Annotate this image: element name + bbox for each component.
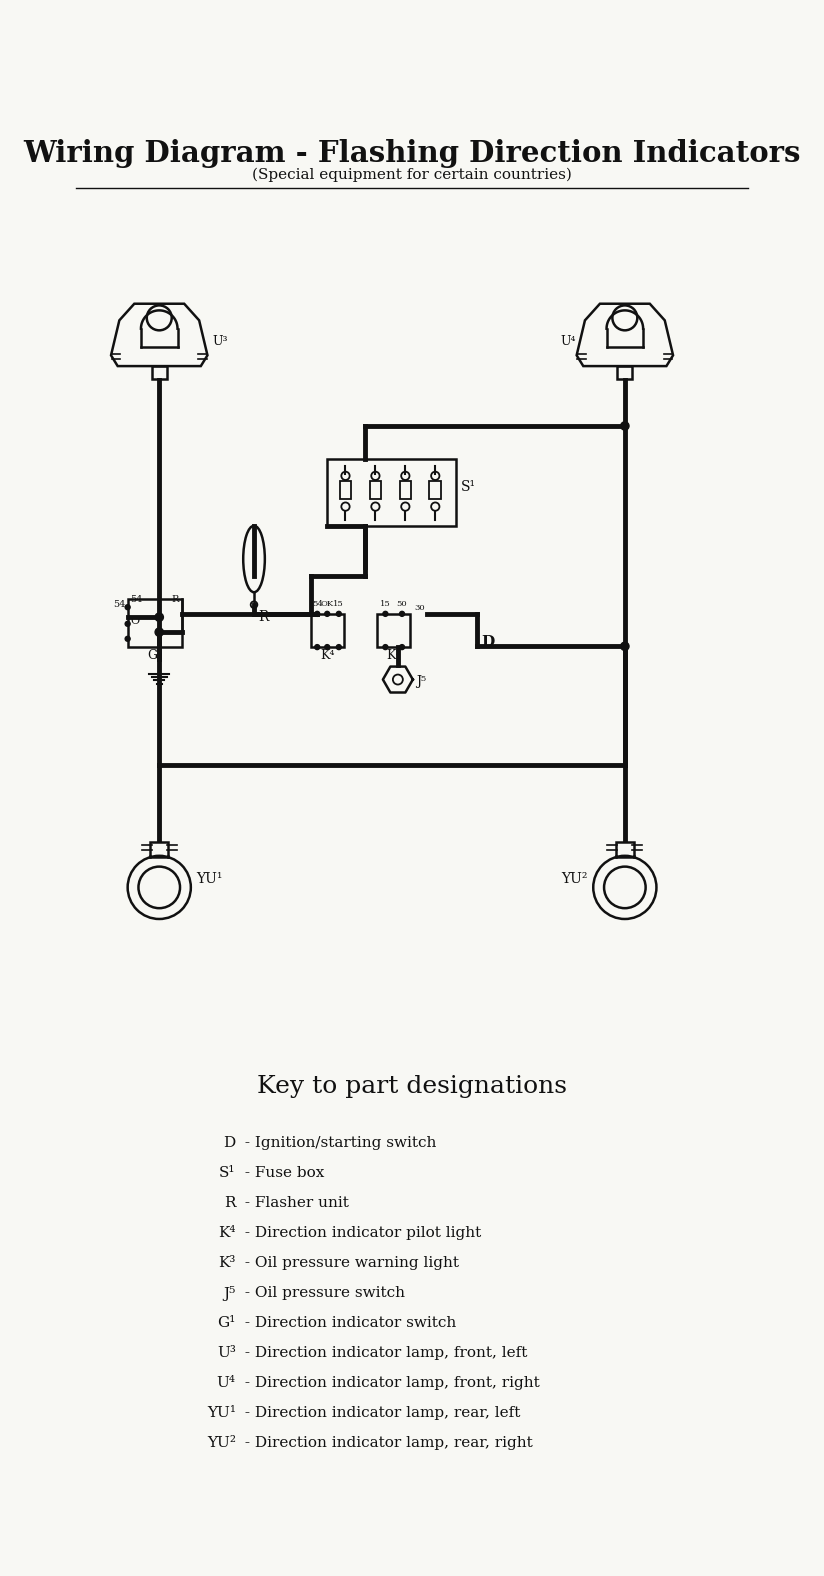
Circle shape (325, 611, 330, 616)
Circle shape (125, 621, 130, 626)
Text: - Direction indicator pilot light: - Direction indicator pilot light (240, 1226, 481, 1240)
Text: R: R (171, 596, 179, 604)
Circle shape (400, 611, 405, 616)
Text: K⁴: K⁴ (320, 649, 335, 662)
Circle shape (325, 645, 330, 649)
Text: K³: K³ (386, 649, 401, 662)
Bar (128, 599, 182, 648)
Text: - Direction indicator lamp, front, left: - Direction indicator lamp, front, left (240, 1346, 527, 1360)
Circle shape (155, 627, 163, 637)
Text: S¹: S¹ (219, 1166, 236, 1180)
Circle shape (620, 422, 629, 430)
Circle shape (315, 645, 320, 649)
Text: K⁴: K⁴ (218, 1226, 236, 1240)
Circle shape (383, 645, 388, 649)
Text: YU²: YU² (207, 1436, 236, 1450)
Circle shape (336, 645, 341, 649)
Text: U³: U³ (213, 336, 228, 348)
Text: J⁵: J⁵ (416, 675, 426, 687)
Bar (150, 842, 168, 857)
Text: R: R (258, 610, 269, 624)
Text: Wiring Diagram - Flashing Direction Indicators: Wiring Diagram - Flashing Direction Indi… (23, 139, 801, 167)
Circle shape (125, 605, 130, 610)
Text: U³: U³ (217, 1346, 236, 1360)
Circle shape (400, 645, 405, 649)
Circle shape (155, 613, 163, 621)
Text: - Oil pressure switch: - Oil pressure switch (240, 1286, 405, 1300)
Text: U⁴: U⁴ (560, 336, 575, 348)
Bar (370, 481, 382, 500)
Bar (377, 615, 410, 648)
Text: R: R (224, 1196, 236, 1210)
Text: (Special equipment for certain countries): (Special equipment for certain countries… (252, 167, 572, 183)
Bar (311, 615, 344, 648)
Bar (152, 366, 166, 380)
Text: YU¹: YU¹ (197, 872, 223, 886)
Text: 15: 15 (380, 599, 391, 607)
Bar (327, 459, 456, 526)
Text: O: O (130, 616, 139, 626)
Text: J⁵: J⁵ (223, 1286, 236, 1300)
Circle shape (315, 611, 320, 616)
Text: - Direction indicator lamp, rear, right: - Direction indicator lamp, rear, right (240, 1436, 532, 1450)
Text: 54: 54 (130, 596, 143, 604)
Circle shape (336, 611, 341, 616)
Text: K³: K³ (218, 1256, 236, 1270)
Text: S¹: S¹ (461, 479, 476, 493)
Text: - Ignition/starting switch: - Ignition/starting switch (240, 1136, 436, 1150)
Text: - Fuse box: - Fuse box (240, 1166, 325, 1180)
Bar (339, 481, 351, 500)
Text: 30: 30 (414, 604, 425, 611)
Text: YU²: YU² (561, 872, 588, 886)
Text: - Direction indicator switch: - Direction indicator switch (240, 1316, 456, 1330)
Bar (617, 366, 632, 380)
Text: D: D (481, 635, 494, 649)
Text: D: D (223, 1136, 236, 1150)
Text: 54: 54 (311, 599, 323, 607)
Text: - Oil pressure warning light: - Oil pressure warning light (240, 1256, 459, 1270)
Circle shape (620, 641, 629, 651)
Text: 15: 15 (334, 599, 344, 607)
Text: 54: 54 (113, 600, 125, 610)
Circle shape (125, 637, 130, 641)
Text: G¹: G¹ (147, 649, 162, 662)
Text: - Flasher unit: - Flasher unit (240, 1196, 349, 1210)
Bar (429, 481, 441, 500)
Bar (616, 842, 634, 857)
Text: - Direction indicator lamp, front, right: - Direction indicator lamp, front, right (240, 1376, 540, 1390)
Text: OK: OK (321, 599, 334, 607)
Text: U⁴: U⁴ (217, 1376, 236, 1390)
Text: 50: 50 (396, 599, 407, 607)
Bar (400, 481, 411, 500)
Text: Key to part designations: Key to part designations (257, 1075, 567, 1098)
Text: G¹: G¹ (218, 1316, 236, 1330)
Text: - Direction indicator lamp, rear, left: - Direction indicator lamp, rear, left (240, 1406, 520, 1420)
Text: YU¹: YU¹ (207, 1406, 236, 1420)
Circle shape (383, 611, 388, 616)
